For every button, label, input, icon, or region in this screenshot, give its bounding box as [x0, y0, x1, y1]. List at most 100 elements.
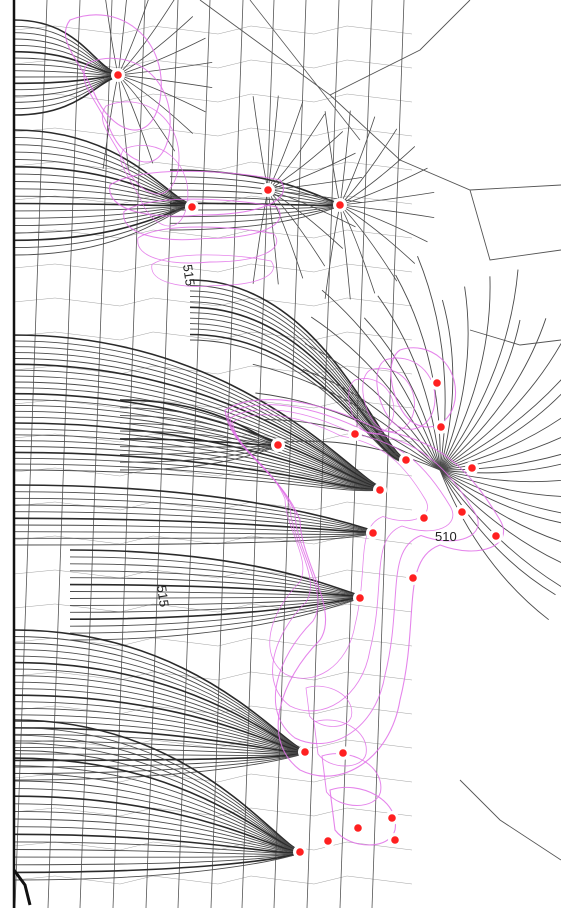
radial-flowline [339, 204, 428, 243]
well-marker-w22 [324, 837, 332, 845]
grid-row-line [13, 331, 413, 341]
radial-flowline [439, 318, 547, 471]
radial-flowline [439, 319, 521, 471]
radial-flowline [439, 469, 549, 621]
flowline [13, 422, 381, 490]
flowline [189, 290, 406, 460]
well-marker-w20 [388, 814, 396, 822]
flowline [119, 445, 279, 471]
radial-flowline [339, 128, 398, 206]
flowline [13, 38, 119, 75]
flowline [13, 765, 301, 852]
flowline [119, 399, 279, 445]
flowline [13, 757, 301, 853]
plume-contour [313, 719, 367, 767]
flowlines [13, 0, 561, 881]
contour-label-515-upper: 515 [180, 263, 198, 287]
flowline [13, 511, 374, 533]
radial-flowline [267, 113, 326, 191]
flowline [119, 438, 279, 446]
flowline [13, 205, 191, 242]
flowline [13, 410, 381, 489]
flowline [13, 818, 301, 853]
flowline [13, 63, 119, 76]
zone-boundary [249, 0, 361, 141]
flowline [13, 752, 306, 768]
flowline [13, 434, 381, 490]
radial-flowline [339, 204, 435, 218]
flowline [13, 484, 374, 532]
flowline [13, 532, 374, 539]
radial-flowline [267, 189, 344, 249]
flowline [13, 752, 306, 781]
flowline [13, 75, 119, 103]
radial-flowline [439, 469, 561, 497]
flowline [119, 445, 279, 455]
flowline [69, 596, 361, 606]
flowline [13, 734, 301, 852]
flowline [13, 19, 119, 75]
flowline [13, 451, 381, 491]
flowline [13, 532, 374, 546]
flowline [169, 196, 341, 206]
flowline [13, 32, 119, 75]
well-marker-w16 [409, 574, 417, 582]
well-marker-w13 [458, 508, 466, 516]
flowline [119, 445, 279, 463]
flowline [13, 701, 306, 753]
flowline [13, 440, 381, 490]
flowline [189, 323, 406, 462]
plume-contour [305, 685, 352, 727]
flowline [13, 694, 306, 753]
radial-flowline [117, 37, 206, 76]
flowline [119, 430, 279, 446]
well-marker-w14 [492, 532, 500, 540]
grid-row-line [13, 161, 413, 171]
flowline [69, 556, 361, 597]
flowline [13, 75, 119, 91]
radial-flowline [377, 295, 441, 471]
radial-flowline [310, 316, 441, 471]
flowline [13, 57, 119, 76]
grid-row-line [13, 705, 413, 715]
flowline [13, 166, 191, 206]
well-marker-w18 [301, 748, 309, 756]
radial-flowline [339, 146, 416, 206]
grid-row-line [13, 365, 413, 375]
flowline [169, 202, 341, 207]
flowline [13, 772, 301, 852]
flowline [69, 591, 361, 598]
flowline [13, 491, 374, 532]
flowline [13, 810, 301, 853]
well-marker-w19 [339, 749, 347, 757]
radial-flowline [267, 131, 344, 191]
well-marker-w12 [420, 514, 428, 522]
flowline [13, 204, 191, 212]
flowline [13, 202, 191, 207]
flowline [13, 752, 306, 774]
radial-flowline [439, 286, 469, 471]
radial-flowline [339, 204, 416, 264]
flowline [13, 740, 306, 754]
flowline [13, 833, 301, 854]
well-marker-w2 [188, 203, 196, 211]
radial-flowline [439, 299, 454, 471]
well-marker-w10 [376, 486, 384, 494]
radial-flowline [117, 0, 175, 76]
plume-contour [348, 378, 395, 435]
flowline [13, 742, 301, 852]
flowline [13, 129, 191, 205]
radial-flowline [439, 469, 556, 596]
radial-flowline [255, 392, 441, 471]
radial-flowline [339, 204, 398, 282]
flowline [189, 339, 406, 462]
flowline [119, 415, 279, 445]
well-marker-w8 [351, 430, 359, 438]
plume-contour [224, 399, 505, 777]
plume-contour [64, 14, 162, 131]
flowline [13, 531, 374, 535]
flowline [119, 422, 279, 446]
flowline [13, 841, 301, 854]
radial-flowline [439, 469, 561, 543]
flowline [13, 50, 119, 76]
